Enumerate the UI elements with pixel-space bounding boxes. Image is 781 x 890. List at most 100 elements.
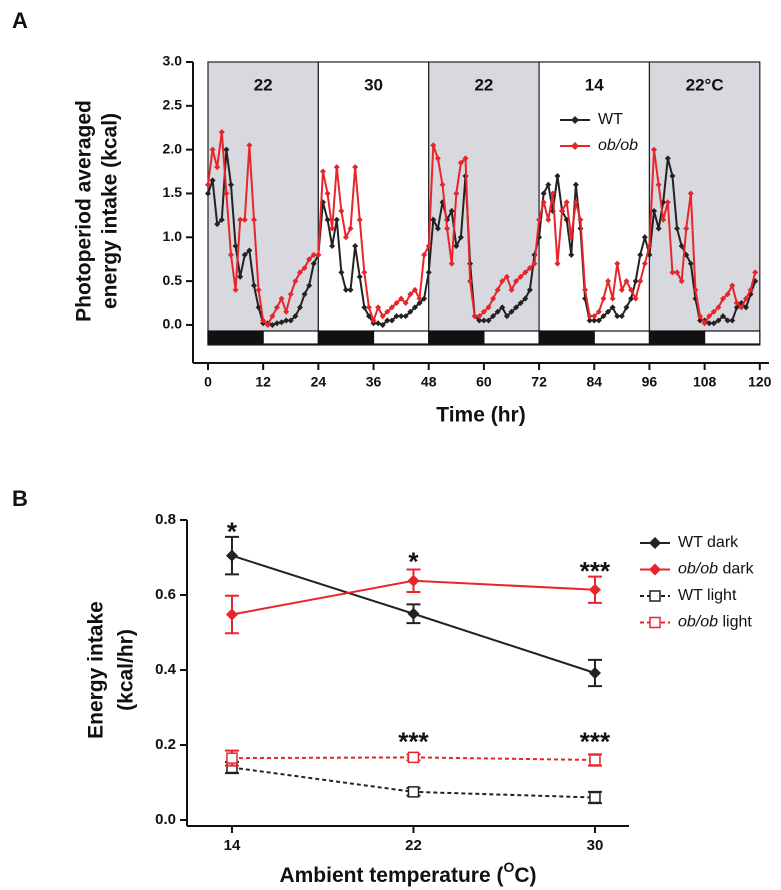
data-point	[407, 291, 414, 298]
data-point	[204, 181, 211, 188]
data-point	[586, 313, 593, 320]
data-point	[697, 313, 704, 320]
data-point	[549, 190, 556, 197]
data-point	[637, 278, 644, 285]
data-point	[292, 313, 299, 320]
data-point	[589, 754, 601, 766]
data-point	[306, 282, 313, 289]
y-tick-label: 2.5	[163, 97, 183, 113]
data-point	[701, 320, 708, 327]
y-tick-label: 0.4	[155, 661, 177, 678]
y-tick-label: 2.0	[163, 140, 183, 156]
legend-label: WT	[598, 111, 623, 128]
data-point	[430, 216, 437, 223]
data-point	[545, 216, 552, 223]
data-point	[356, 273, 363, 280]
legend-marker	[571, 142, 579, 150]
x-tick-label: 36	[366, 374, 382, 390]
data-point	[568, 234, 575, 241]
data-point	[733, 304, 740, 311]
data-point	[641, 260, 648, 267]
data-point	[324, 190, 331, 197]
data-point	[398, 313, 405, 320]
significance: ***	[398, 726, 429, 756]
data-point	[517, 300, 524, 307]
data-point	[628, 295, 635, 302]
data-point	[660, 216, 667, 223]
data-point	[664, 199, 671, 206]
data-point	[379, 321, 386, 328]
panel-label: B	[12, 486, 28, 511]
photoperiod-bar	[428, 330, 485, 345]
data-point	[250, 282, 257, 289]
data-point	[223, 190, 230, 197]
y-tick-label: 0.0	[155, 811, 176, 828]
data-point	[250, 216, 257, 223]
data-point	[453, 190, 460, 197]
data-point	[540, 190, 547, 197]
data-point	[315, 251, 322, 258]
data-point	[669, 269, 676, 276]
data-point	[375, 320, 382, 327]
data-point	[554, 260, 561, 267]
data-point	[588, 667, 601, 679]
data-point	[241, 251, 248, 258]
data-point	[329, 243, 336, 250]
data-point	[531, 260, 538, 267]
data-point	[490, 295, 497, 302]
data-point	[715, 317, 722, 324]
data-point	[361, 269, 368, 276]
data-point	[402, 300, 409, 307]
data-point	[296, 269, 303, 276]
x-tick-label: 24	[311, 374, 327, 390]
legend-label: ob/ob dark	[678, 561, 755, 578]
data-point	[494, 286, 501, 293]
period-band	[428, 61, 540, 346]
data-point	[407, 308, 414, 315]
data-point	[674, 269, 681, 276]
x-tick-label: 30	[587, 837, 604, 854]
data-point	[540, 199, 547, 206]
data-point	[241, 216, 248, 223]
period-label: 30	[364, 75, 383, 94]
data-point	[664, 155, 671, 162]
data-point	[375, 304, 382, 311]
y-axis-label: Energy intake	[85, 601, 108, 739]
data-point	[674, 225, 681, 232]
data-point	[522, 269, 529, 276]
data-point	[352, 243, 359, 250]
data-point	[632, 295, 639, 302]
data-point	[614, 313, 621, 320]
data-point	[324, 216, 331, 223]
y-tick-label: 0.6	[155, 586, 176, 603]
photoperiod-bar	[704, 330, 761, 345]
data-point	[508, 286, 515, 293]
data-point	[457, 159, 464, 166]
x-tick-label: 12	[255, 374, 271, 390]
data-point	[752, 269, 759, 276]
data-point	[632, 278, 639, 285]
data-point	[225, 608, 238, 621]
data-point	[287, 291, 294, 298]
data-point	[388, 304, 395, 311]
data-point	[227, 251, 234, 258]
data-point	[232, 286, 239, 293]
period-band	[317, 61, 430, 346]
legend-label: WT dark	[678, 534, 739, 551]
data-point	[411, 304, 418, 311]
data-point	[591, 313, 598, 320]
data-point	[416, 295, 423, 302]
data-point	[715, 304, 722, 311]
data-point	[278, 295, 285, 302]
data-point	[448, 260, 455, 267]
x-axis-label: Ambient temperature (OC)	[279, 859, 536, 887]
data-point	[508, 308, 515, 315]
data-point	[485, 317, 492, 324]
data-point	[370, 317, 377, 324]
data-point	[218, 129, 225, 136]
data-point	[226, 752, 238, 764]
data-point	[572, 199, 579, 206]
data-point	[614, 260, 621, 267]
data-point	[738, 304, 745, 311]
photoperiod-bar	[483, 330, 540, 345]
